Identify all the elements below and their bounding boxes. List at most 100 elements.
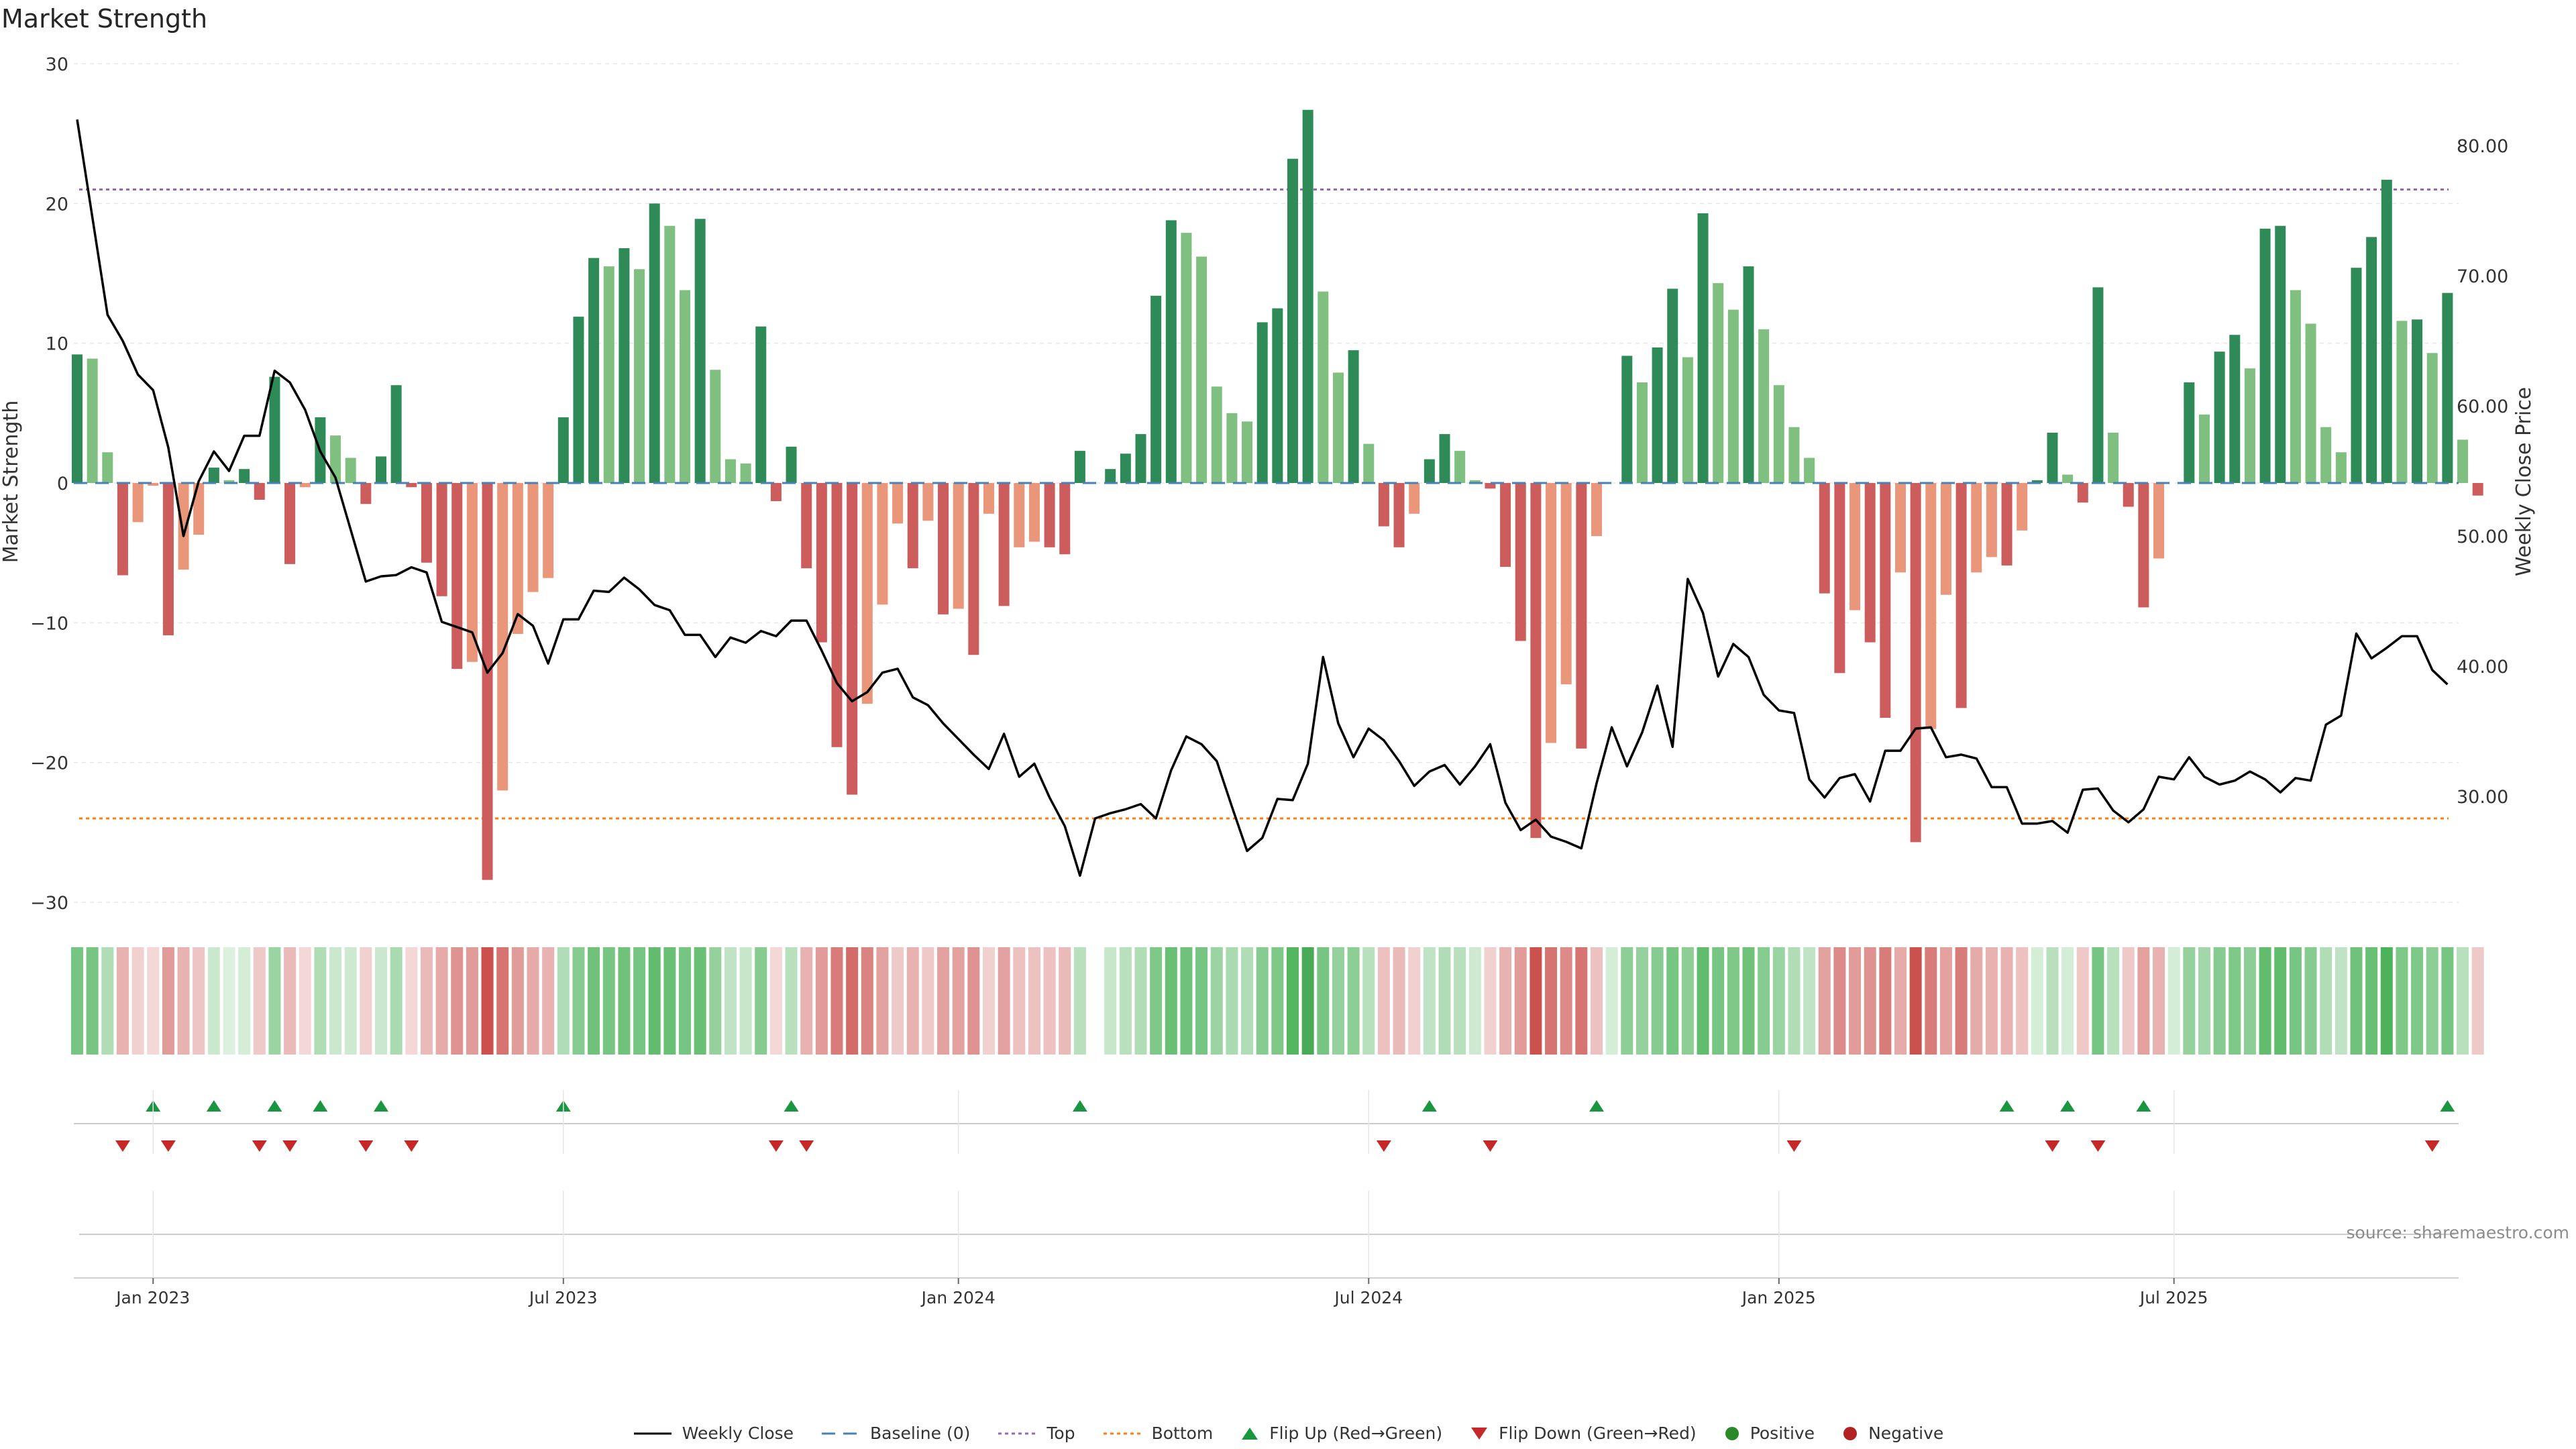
strength-bar	[2229, 335, 2241, 483]
strength-bar	[649, 203, 660, 483]
strength-bar	[406, 483, 417, 488]
heat-cell	[390, 947, 402, 1055]
strength-bar	[1393, 483, 1405, 547]
heat-cell	[739, 947, 752, 1055]
y2-tick-label: 40.00	[2457, 657, 2508, 678]
heat-cell	[177, 947, 190, 1055]
strength-bar	[1697, 213, 1709, 483]
heat-cell	[131, 947, 144, 1055]
heat-cell	[2289, 947, 2302, 1055]
heat-cell	[1271, 947, 1284, 1055]
strength-bars	[72, 109, 2483, 880]
strength-bar	[284, 483, 296, 564]
heat-cell	[1165, 947, 1177, 1055]
heat-cell	[2396, 947, 2408, 1055]
strength-bar	[680, 290, 690, 483]
legend-dotted-icon	[998, 1432, 1036, 1434]
triangle-down-icon	[1471, 1427, 1488, 1440]
heat-cell	[2213, 947, 2226, 1055]
strength-bar	[2138, 483, 2149, 608]
strength-bar	[1150, 295, 1162, 483]
heat-cell	[800, 947, 813, 1055]
strength-bar	[968, 483, 979, 655]
strength-bar	[1196, 256, 1208, 483]
heat-cell	[1712, 947, 1725, 1055]
heat-cell	[116, 947, 129, 1055]
legend-top: Top	[997, 1424, 1075, 1443]
heat-cell	[1484, 947, 1497, 1055]
flip-down-marker	[160, 1140, 176, 1152]
heat-cell	[1468, 947, 1481, 1055]
heat-cell	[1605, 947, 1618, 1055]
legend-flip-up: Flip Up (Red→Green)	[1240, 1424, 1442, 1443]
strength-bar	[2259, 228, 2271, 483]
strength-bar	[847, 483, 858, 795]
y-axis-left-label: Market Strength	[0, 400, 23, 563]
strength-bar	[162, 483, 174, 636]
flip-up-marker	[313, 1100, 328, 1112]
strength-bar	[1120, 453, 1131, 483]
strength-bar	[421, 483, 432, 563]
strength-bar	[254, 483, 265, 500]
heat-cell	[1864, 947, 1876, 1055]
strength-bar	[1454, 451, 1466, 483]
strength-bar	[619, 248, 630, 483]
x-axis: Jan 2023 Jul 2023 Jan 2024 Jul 2024 Jan 2025…	[74, 1090, 2459, 1307]
strength-bar	[2275, 225, 2286, 483]
strength-bar	[482, 483, 493, 880]
strength-bar	[1256, 322, 1268, 483]
strength-bar	[922, 483, 934, 521]
strength-bar	[1621, 356, 1633, 483]
strength-bar	[527, 483, 539, 592]
heat-cell	[101, 947, 114, 1055]
heat-cell	[1332, 947, 1344, 1055]
strength-bar	[193, 483, 205, 535]
strength-bar	[557, 417, 569, 483]
strength-bar	[892, 483, 904, 524]
legend-label: Positive	[1750, 1424, 1815, 1443]
heat-cell	[2198, 947, 2210, 1055]
flip-up-marker	[2136, 1100, 2151, 1112]
strength-bar	[1135, 434, 1146, 483]
strength-bar	[2305, 323, 2316, 483]
legend-bottom: Bottom	[1102, 1424, 1213, 1443]
strength-bar	[603, 266, 614, 483]
x-tick-label: Jan 2025	[1741, 1288, 1816, 1307]
strength-bar	[2184, 382, 2195, 483]
heat-cell	[1043, 947, 1056, 1055]
legend-label: Flip Down (Green→Red)	[1499, 1424, 1697, 1443]
legend-flip-down: Flip Down (Green→Red)	[1469, 1424, 1697, 1443]
strength-bar	[755, 326, 767, 483]
heat-cell	[1666, 947, 1679, 1055]
heat-cell	[2457, 947, 2469, 1055]
heat-cell	[435, 947, 448, 1055]
strength-bar	[573, 317, 584, 483]
strength-bar	[1348, 350, 1359, 483]
strength-bar	[1986, 483, 1997, 557]
strength-bar	[953, 483, 964, 609]
strength-bar	[1530, 483, 1542, 839]
flip-down-marker	[358, 1140, 374, 1152]
flip-down-marker	[2090, 1140, 2106, 1152]
strength-bar	[1409, 483, 1420, 514]
strength-bar	[2001, 483, 2012, 566]
flip-up-marker	[1421, 1100, 1437, 1112]
heat-cell	[1119, 947, 1132, 1055]
strength-bar	[1028, 483, 1040, 542]
heat-cell	[1681, 947, 1694, 1055]
y-tick-label: 30	[46, 54, 68, 75]
heat-strip	[71, 947, 2484, 1055]
heat-cell	[1651, 947, 1664, 1055]
heat-cell	[1256, 947, 1269, 1055]
heat-cell	[223, 947, 235, 1055]
heat-cell	[2380, 947, 2393, 1055]
strength-bar	[2412, 319, 2423, 483]
strength-bar	[1849, 483, 1861, 610]
legend-dash-icon	[822, 1432, 860, 1434]
strength-bar	[831, 483, 843, 747]
strength-bar	[1758, 329, 1770, 483]
dot-icon	[1843, 1426, 1858, 1440]
strength-bar	[239, 469, 250, 483]
heat-cell	[2229, 947, 2241, 1055]
strength-bar	[345, 458, 356, 483]
